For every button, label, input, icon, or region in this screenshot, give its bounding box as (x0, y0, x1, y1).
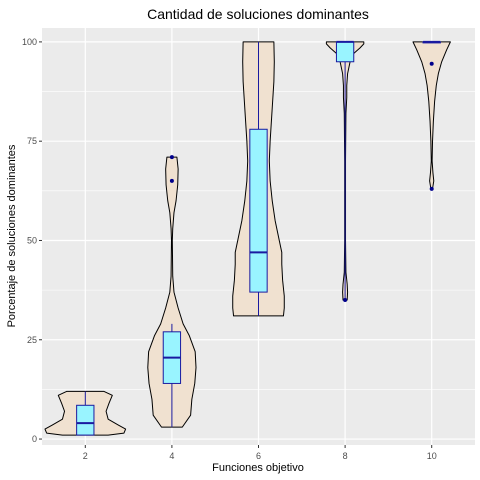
y-tick-label: 25 (27, 335, 37, 345)
y-tick-label: 100 (22, 37, 37, 47)
point-10 (429, 61, 434, 66)
violins-layer (44, 40, 451, 436)
x-axis: 2 4 6 8 10 (83, 445, 437, 461)
y-tick-label: 75 (27, 136, 37, 146)
outlier-point (343, 298, 348, 303)
outlier-point (169, 155, 174, 160)
y-axis: 0 25 50 75 100 (22, 37, 42, 444)
outlier-point (429, 186, 434, 191)
box-6 (249, 128, 268, 293)
x-tick-label: 6 (256, 451, 261, 461)
x-tick-label: 4 (169, 451, 174, 461)
box-8 (335, 41, 355, 63)
y-tick-label: 0 (32, 434, 37, 444)
x-axis-title: Funciones objetivo (212, 462, 304, 474)
x-tick-label: 8 (343, 451, 348, 461)
violin-4 (147, 156, 197, 428)
y-axis-title: Porcentaje de soluciones dominantes (6, 144, 18, 327)
chart-title: Cantidad de soluciones dominantes (147, 6, 369, 22)
box-2 (76, 404, 95, 436)
violin-10 (412, 41, 451, 190)
outlier-point (169, 178, 174, 183)
x-tick-label: 10 (427, 451, 437, 461)
y-tick-label: 50 (27, 235, 37, 245)
x-tick-label: 2 (83, 451, 88, 461)
